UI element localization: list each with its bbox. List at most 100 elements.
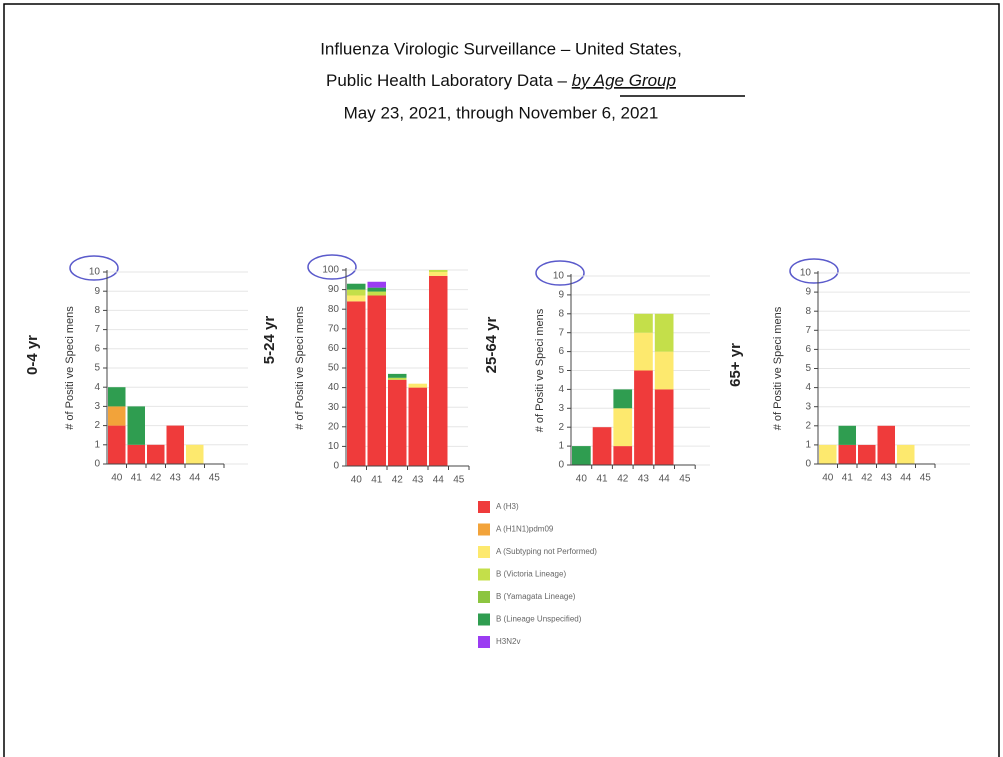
bar-segment (613, 389, 633, 409)
x-tick-label: 42 (617, 474, 629, 485)
y-tick-label: 80 (328, 304, 340, 315)
y-tick-label: 5 (94, 363, 100, 374)
y-tick-label: 40 (328, 382, 340, 393)
x-tick-label: 44 (659, 474, 671, 485)
bar-segment (429, 275, 448, 466)
y-tick-label: 4 (94, 382, 100, 393)
bar-segment (367, 287, 386, 292)
bar-segment (654, 313, 674, 352)
y-tick-label: 6 (805, 344, 811, 355)
bar-segment (186, 444, 204, 464)
bar-segment (613, 408, 633, 447)
y-tick-label: 60 (328, 343, 340, 354)
y-tick-label: 0 (94, 459, 100, 470)
x-tick-label: 40 (576, 474, 588, 485)
bar-segment (108, 425, 126, 464)
y-tick-label: 7 (805, 325, 811, 336)
y-tick-label: 4 (558, 384, 564, 395)
bar-segment (347, 283, 366, 290)
y-tick-label: 7 (558, 327, 564, 338)
x-tick-label: 45 (679, 474, 691, 485)
y-tick-label: 100 (322, 265, 339, 276)
bar-segment (634, 313, 653, 333)
bar-segment (572, 446, 591, 465)
y-tick-label: 20 (328, 421, 340, 432)
bar-segment (108, 387, 126, 407)
bar-segment (147, 444, 165, 464)
y-tick-label: 10 (328, 441, 340, 452)
x-tick-label: 41 (131, 473, 143, 484)
y-axis-label: # of Positi ve Speci mens (64, 306, 76, 430)
bar-segment (367, 291, 386, 296)
y-tick-label: 8 (558, 308, 564, 319)
title-line: May 23, 2021, through November 6, 2021 (344, 103, 659, 122)
title-line: Influenza Virologic Surveillance – Unite… (320, 39, 682, 58)
legend-label: A (H1N1)pdm09 (496, 525, 554, 534)
legend-label: A (H3) (496, 502, 519, 511)
bar-segment (634, 370, 653, 465)
x-tick-label: 42 (392, 475, 404, 486)
y-tick-label: 2 (558, 422, 564, 433)
chart-title: 25-64 yr (483, 316, 500, 373)
legend-swatch (478, 568, 490, 581)
y-tick-label: 10 (553, 271, 565, 282)
y-tick-label: 1 (558, 441, 564, 452)
bar-segment (877, 425, 895, 464)
legend-label: H3N2v (496, 637, 520, 646)
y-tick-label: 4 (805, 382, 811, 393)
bar-segment (127, 444, 145, 464)
y-tick-label: 8 (805, 306, 811, 317)
legend-label: A (Subtyping not Performed) (496, 547, 597, 556)
bar-segment (858, 444, 876, 464)
x-tick-label: 43 (412, 475, 424, 486)
bar-segment (654, 389, 674, 465)
x-tick-label: 45 (453, 475, 465, 486)
x-tick-label: 43 (170, 473, 182, 484)
highlight-circle (69, 255, 119, 281)
bar-segment (367, 281, 386, 288)
x-tick-label: 44 (900, 473, 912, 484)
title-emphasis: by Age Group (572, 71, 676, 90)
x-tick-label: 40 (351, 475, 363, 486)
bar-segment (838, 444, 856, 464)
y-tick-label: 10 (89, 267, 101, 278)
y-tick-label: 70 (328, 323, 340, 334)
bar-segment (388, 377, 407, 380)
y-tick-label: 3 (558, 403, 564, 414)
y-tick-label: 5 (805, 363, 811, 374)
bar-segment (347, 289, 366, 296)
x-tick-label: 40 (111, 473, 123, 484)
y-axis-label: # of Positi ve Speci mens (534, 308, 546, 432)
highlight-circle (307, 254, 357, 280)
bar-segment (429, 271, 448, 276)
bar-segment (347, 295, 366, 302)
x-tick-label: 42 (861, 473, 873, 484)
legend-swatch (478, 546, 490, 558)
y-tick-label: 3 (805, 401, 811, 412)
y-tick-label: 9 (805, 287, 811, 298)
bar-segment (897, 444, 915, 464)
x-tick-label: 44 (433, 475, 445, 486)
bar-segment (166, 425, 184, 464)
y-tick-label: 0 (805, 459, 811, 470)
bar-segment (654, 351, 674, 390)
highlight-circle (535, 260, 585, 286)
bar-segment (127, 406, 145, 445)
highlight-circle (789, 258, 839, 284)
x-tick-label: 41 (371, 475, 383, 486)
y-tick-label: 2 (805, 420, 811, 431)
legend-label: B (Yamagata Lineage) (496, 592, 576, 601)
y-tick-label: 9 (94, 286, 100, 297)
x-tick-label: 43 (881, 473, 893, 484)
y-tick-label: 2 (94, 420, 100, 431)
bar-segment (819, 444, 837, 464)
chart-title: 5-24 yr (261, 316, 278, 365)
bar-segment (408, 387, 427, 466)
legend-swatch (478, 523, 490, 536)
bar-segment (634, 332, 653, 371)
x-tick-label: 40 (822, 473, 834, 484)
legend-swatch (478, 591, 490, 603)
y-tick-label: 6 (94, 343, 100, 354)
x-tick-label: 45 (209, 473, 221, 484)
